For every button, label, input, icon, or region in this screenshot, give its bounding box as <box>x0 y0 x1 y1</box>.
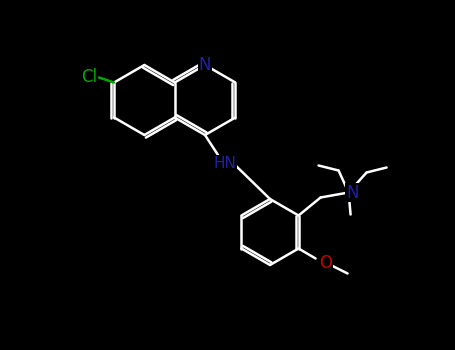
Text: HN: HN <box>213 155 237 170</box>
Text: N: N <box>199 56 211 74</box>
Text: O: O <box>319 254 332 273</box>
Text: N: N <box>346 183 359 202</box>
Text: Cl: Cl <box>81 69 97 86</box>
